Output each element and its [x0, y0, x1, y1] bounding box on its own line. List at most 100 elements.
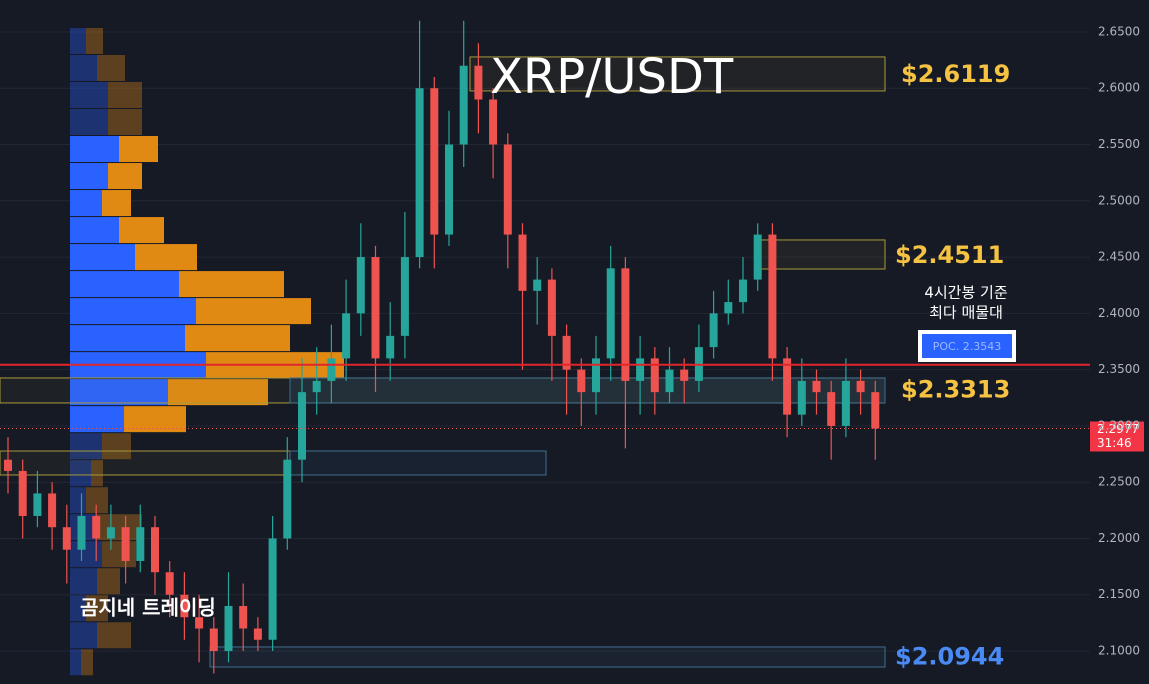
candle-body: [400, 257, 409, 336]
candle-body: [356, 257, 365, 314]
profile-buy: [70, 244, 135, 271]
profile-sell: [196, 298, 311, 325]
candle-body: [503, 144, 512, 235]
y-tick-label: 2.6500: [1098, 24, 1140, 38]
profile-buy: [70, 541, 102, 568]
profile-buy: [70, 271, 179, 298]
profile-buy: [70, 487, 86, 514]
y-tick-label: 2.4000: [1098, 306, 1140, 320]
profile-buy: [70, 136, 119, 163]
zone-label: $2.3313: [901, 376, 1010, 404]
profile-sell: [179, 271, 284, 298]
profile-buy: [70, 622, 97, 649]
candle-body: [371, 257, 380, 359]
candle-body: [253, 628, 262, 640]
candle-body: [562, 335, 571, 370]
candle-body: [621, 268, 630, 381]
candle-body: [827, 392, 836, 426]
candle-body: [533, 279, 542, 291]
profile-sell: [185, 325, 290, 352]
current-price-box: [1090, 421, 1144, 452]
candle-body: [797, 380, 806, 415]
profile-buy: [70, 595, 86, 622]
candle-body: [209, 628, 218, 652]
candle-body: [18, 470, 27, 516]
y-tick-label: 2.3000: [1098, 418, 1140, 432]
y-tick-label: 2.5500: [1098, 137, 1140, 151]
candle-body: [180, 594, 189, 618]
profile-buy: [70, 460, 91, 487]
profile-buy: [70, 27, 86, 54]
profile-sell: [108, 81, 142, 109]
candle-body: [841, 380, 850, 426]
profile-sell: [97, 54, 125, 81]
profile-buy: [70, 568, 97, 595]
profile-sell: [102, 433, 131, 460]
candle-body: [812, 380, 821, 393]
profile-buy: [70, 325, 185, 352]
candle-body: [518, 234, 527, 291]
chart-title: XRP/USDT: [490, 49, 734, 105]
candle-body: [415, 88, 424, 258]
profile-sell: [97, 514, 142, 541]
profile-sell: [119, 136, 158, 163]
candle-body: [106, 527, 115, 539]
profile-sell: [168, 379, 268, 406]
profile-buy: [70, 217, 119, 244]
poc-label: POC. 2.3543: [933, 340, 1001, 353]
candle-body: [577, 369, 586, 393]
candle-body: [4, 459, 12, 471]
profile-buy: [70, 298, 196, 325]
candle-body: [739, 279, 747, 303]
candle-body: [136, 527, 145, 561]
profile-sell: [108, 109, 142, 136]
candle-body: [459, 65, 468, 145]
profile-sell: [86, 27, 103, 54]
candle-body: [856, 380, 865, 393]
profile-sell: [81, 649, 93, 676]
current-price-label: 2.2977: [1097, 422, 1139, 436]
profile-buy: [70, 649, 81, 676]
profile-sell: [124, 406, 186, 433]
profile-sell: [86, 595, 108, 622]
candle-body: [48, 493, 57, 528]
candle-body: [151, 527, 159, 573]
candle-body: [665, 369, 674, 393]
candle-body: [62, 527, 71, 550]
candle-body: [327, 358, 336, 381]
candle-body: [709, 313, 718, 348]
y-tick-label: 2.6000: [1098, 81, 1140, 95]
candle-body: [33, 493, 42, 516]
zone-label: $2.6119: [901, 60, 1010, 88]
zone-label: $2.0944: [895, 642, 1004, 670]
candle-body: [121, 527, 130, 561]
y-tick-label: 2.3500: [1098, 362, 1140, 376]
candle-body: [547, 279, 556, 336]
poc-box: [922, 334, 1012, 358]
candle-body: [77, 515, 86, 550]
y-tick-label: 2.2000: [1098, 531, 1140, 545]
zone-box: [0, 450, 291, 476]
candle-body: [724, 302, 733, 314]
zone-box: [289, 450, 547, 476]
profile-buy: [70, 433, 102, 460]
profile-buy: [70, 109, 108, 136]
candle-body: [606, 268, 615, 359]
y-tick-label: 2.1000: [1098, 644, 1140, 658]
poc-note: 최다 매물대: [929, 304, 1003, 322]
candle-body: [680, 369, 689, 381]
profile-sell: [119, 217, 164, 244]
candle-body: [239, 605, 248, 629]
profile-buy: [70, 163, 108, 190]
profile-sell: [135, 244, 197, 271]
profile-sell: [97, 622, 131, 649]
poc-note: 4시간봉 기준: [924, 284, 1008, 302]
candle-body: [312, 380, 321, 393]
y-tick-label: 2.4500: [1098, 250, 1140, 264]
candle-body: [342, 313, 351, 359]
profile-buy: [70, 190, 102, 217]
candle-body: [783, 358, 792, 415]
y-tick-label: 2.1500: [1098, 587, 1140, 601]
candle-body: [386, 335, 395, 359]
candle-body: [650, 358, 659, 393]
